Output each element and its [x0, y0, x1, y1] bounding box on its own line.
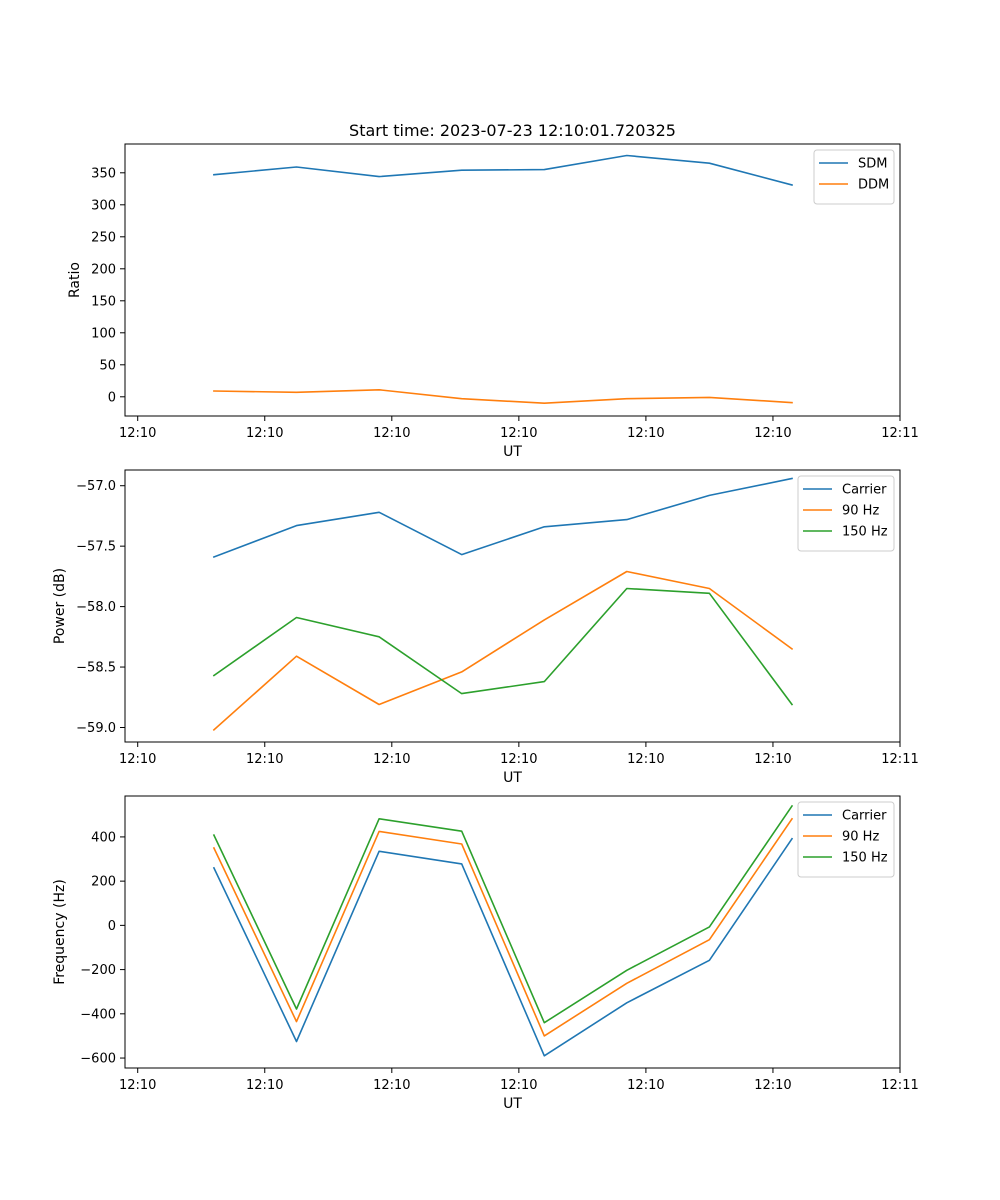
- x-tick-label: 12:10: [119, 426, 156, 441]
- series-line-150-hz: [212, 587, 794, 706]
- x-axis-label: UT: [503, 770, 522, 786]
- y-tick-label: −58.5: [76, 661, 116, 676]
- y-tick-label: −57.0: [76, 479, 116, 494]
- legend-label: 150 Hz: [842, 525, 888, 540]
- y-axis-label: Ratio: [67, 262, 83, 298]
- series-line-sdm: [213, 154, 793, 186]
- y-axis-label: Frequency (Hz): [52, 879, 68, 985]
- x-tick-label: 12:11: [881, 426, 918, 441]
- legend-label: DDM: [858, 178, 889, 193]
- y-tick-label: 0: [108, 919, 116, 934]
- x-tick-label: 12:11: [881, 752, 918, 767]
- x-tick-label: 12:10: [246, 426, 283, 441]
- legend-label: Carrier: [842, 483, 887, 498]
- legend: Carrier 90 Hz 150 Hz: [797, 801, 895, 878]
- y-tick-label: 400: [91, 830, 116, 845]
- y-tick-label: −400: [80, 1007, 116, 1022]
- x-tick-label: 12:10: [373, 1078, 410, 1093]
- y-tick-label: 150: [91, 294, 116, 309]
- series-line-90-hz: [212, 570, 794, 732]
- x-axis-label: UT: [503, 444, 522, 460]
- y-tick-label: −58.0: [76, 600, 116, 615]
- series-group: [212, 477, 794, 732]
- y-tick-label: 50: [99, 358, 116, 373]
- x-tick-label: 12:10: [754, 1078, 791, 1093]
- x-tick-label: 12:10: [500, 1078, 537, 1093]
- y-tick-label: 200: [91, 875, 116, 890]
- y-tick-label: −57.5: [76, 540, 116, 555]
- legend-label: 90 Hz: [842, 830, 879, 845]
- legend-label: Carrier: [842, 809, 887, 824]
- y-tick-label: −59.0: [76, 721, 116, 736]
- y-tick-label: 350: [91, 166, 116, 181]
- series-line-carrier: [212, 837, 794, 1057]
- x-tick-label: 12:10: [500, 752, 537, 767]
- x-tick-label: 12:10: [500, 426, 537, 441]
- subplot-3: 12:10 12:10 12:10 12:10 12:10 12:10 12:11 −600 −…: [52, 795, 919, 1112]
- axes-frame: [124, 469, 901, 743]
- x-tick-label: 12:11: [881, 1078, 918, 1093]
- axes-frame: [124, 143, 901, 417]
- x-tick-label: 12:10: [754, 752, 791, 767]
- figure-title: Start time: 2023-07-23 12:10:01.720325: [349, 121, 676, 140]
- x-axis-label: UT: [503, 1096, 522, 1112]
- x-tick-label: 12:10: [754, 426, 791, 441]
- legend-label: 150 Hz: [842, 851, 888, 866]
- legend: SDM DDM: [813, 149, 895, 205]
- subplot-2: 12:10 12:10 12:10 12:10 12:10 12:10 12:11 −59.0…: [52, 469, 919, 786]
- y-tick-label: −600: [80, 1052, 116, 1067]
- x-tick-label: 12:10: [246, 1078, 283, 1093]
- y-tick-label: 100: [91, 326, 116, 341]
- y-axis-label: Power (dB): [52, 568, 68, 644]
- legend-box: [797, 801, 895, 878]
- subplot-1: 12:10 12:10 12:10 12:10 12:10 12:10 12:11 0 50 10…: [67, 143, 919, 460]
- x-tick-label: 12:10: [627, 752, 664, 767]
- series-group: [213, 154, 793, 405]
- series-line-150-hz: [212, 804, 794, 1024]
- series-line-ddm: [213, 388, 793, 405]
- series-line-90-hz: [212, 817, 794, 1037]
- legend-box: [797, 475, 895, 552]
- legend: Carrier 90 Hz 150 Hz: [797, 475, 895, 552]
- x-tick-label: 12:10: [627, 1078, 664, 1093]
- x-tick-label: 12:10: [373, 426, 410, 441]
- y-tick-label: −200: [80, 963, 116, 978]
- y-tick-label: 0: [108, 390, 116, 405]
- x-tick-label: 12:10: [119, 1078, 156, 1093]
- y-tick-label: 250: [91, 230, 116, 245]
- legend-label: SDM: [858, 157, 887, 172]
- x-tick-label: 12:10: [119, 752, 156, 767]
- y-tick-label: 300: [91, 198, 116, 213]
- axes-frame: [124, 795, 901, 1069]
- series-group: [212, 804, 794, 1057]
- subplots: 12:10 12:10 12:10 12:10 12:10 12:10 12:11 0 50 10…: [52, 143, 919, 1112]
- series-line-carrier: [212, 477, 793, 559]
- legend-label: 90 Hz: [842, 504, 879, 519]
- x-tick-label: 12:10: [373, 752, 410, 767]
- x-tick-label: 12:10: [627, 426, 664, 441]
- x-tick-label: 12:10: [246, 752, 283, 767]
- y-tick-label: 200: [91, 262, 116, 277]
